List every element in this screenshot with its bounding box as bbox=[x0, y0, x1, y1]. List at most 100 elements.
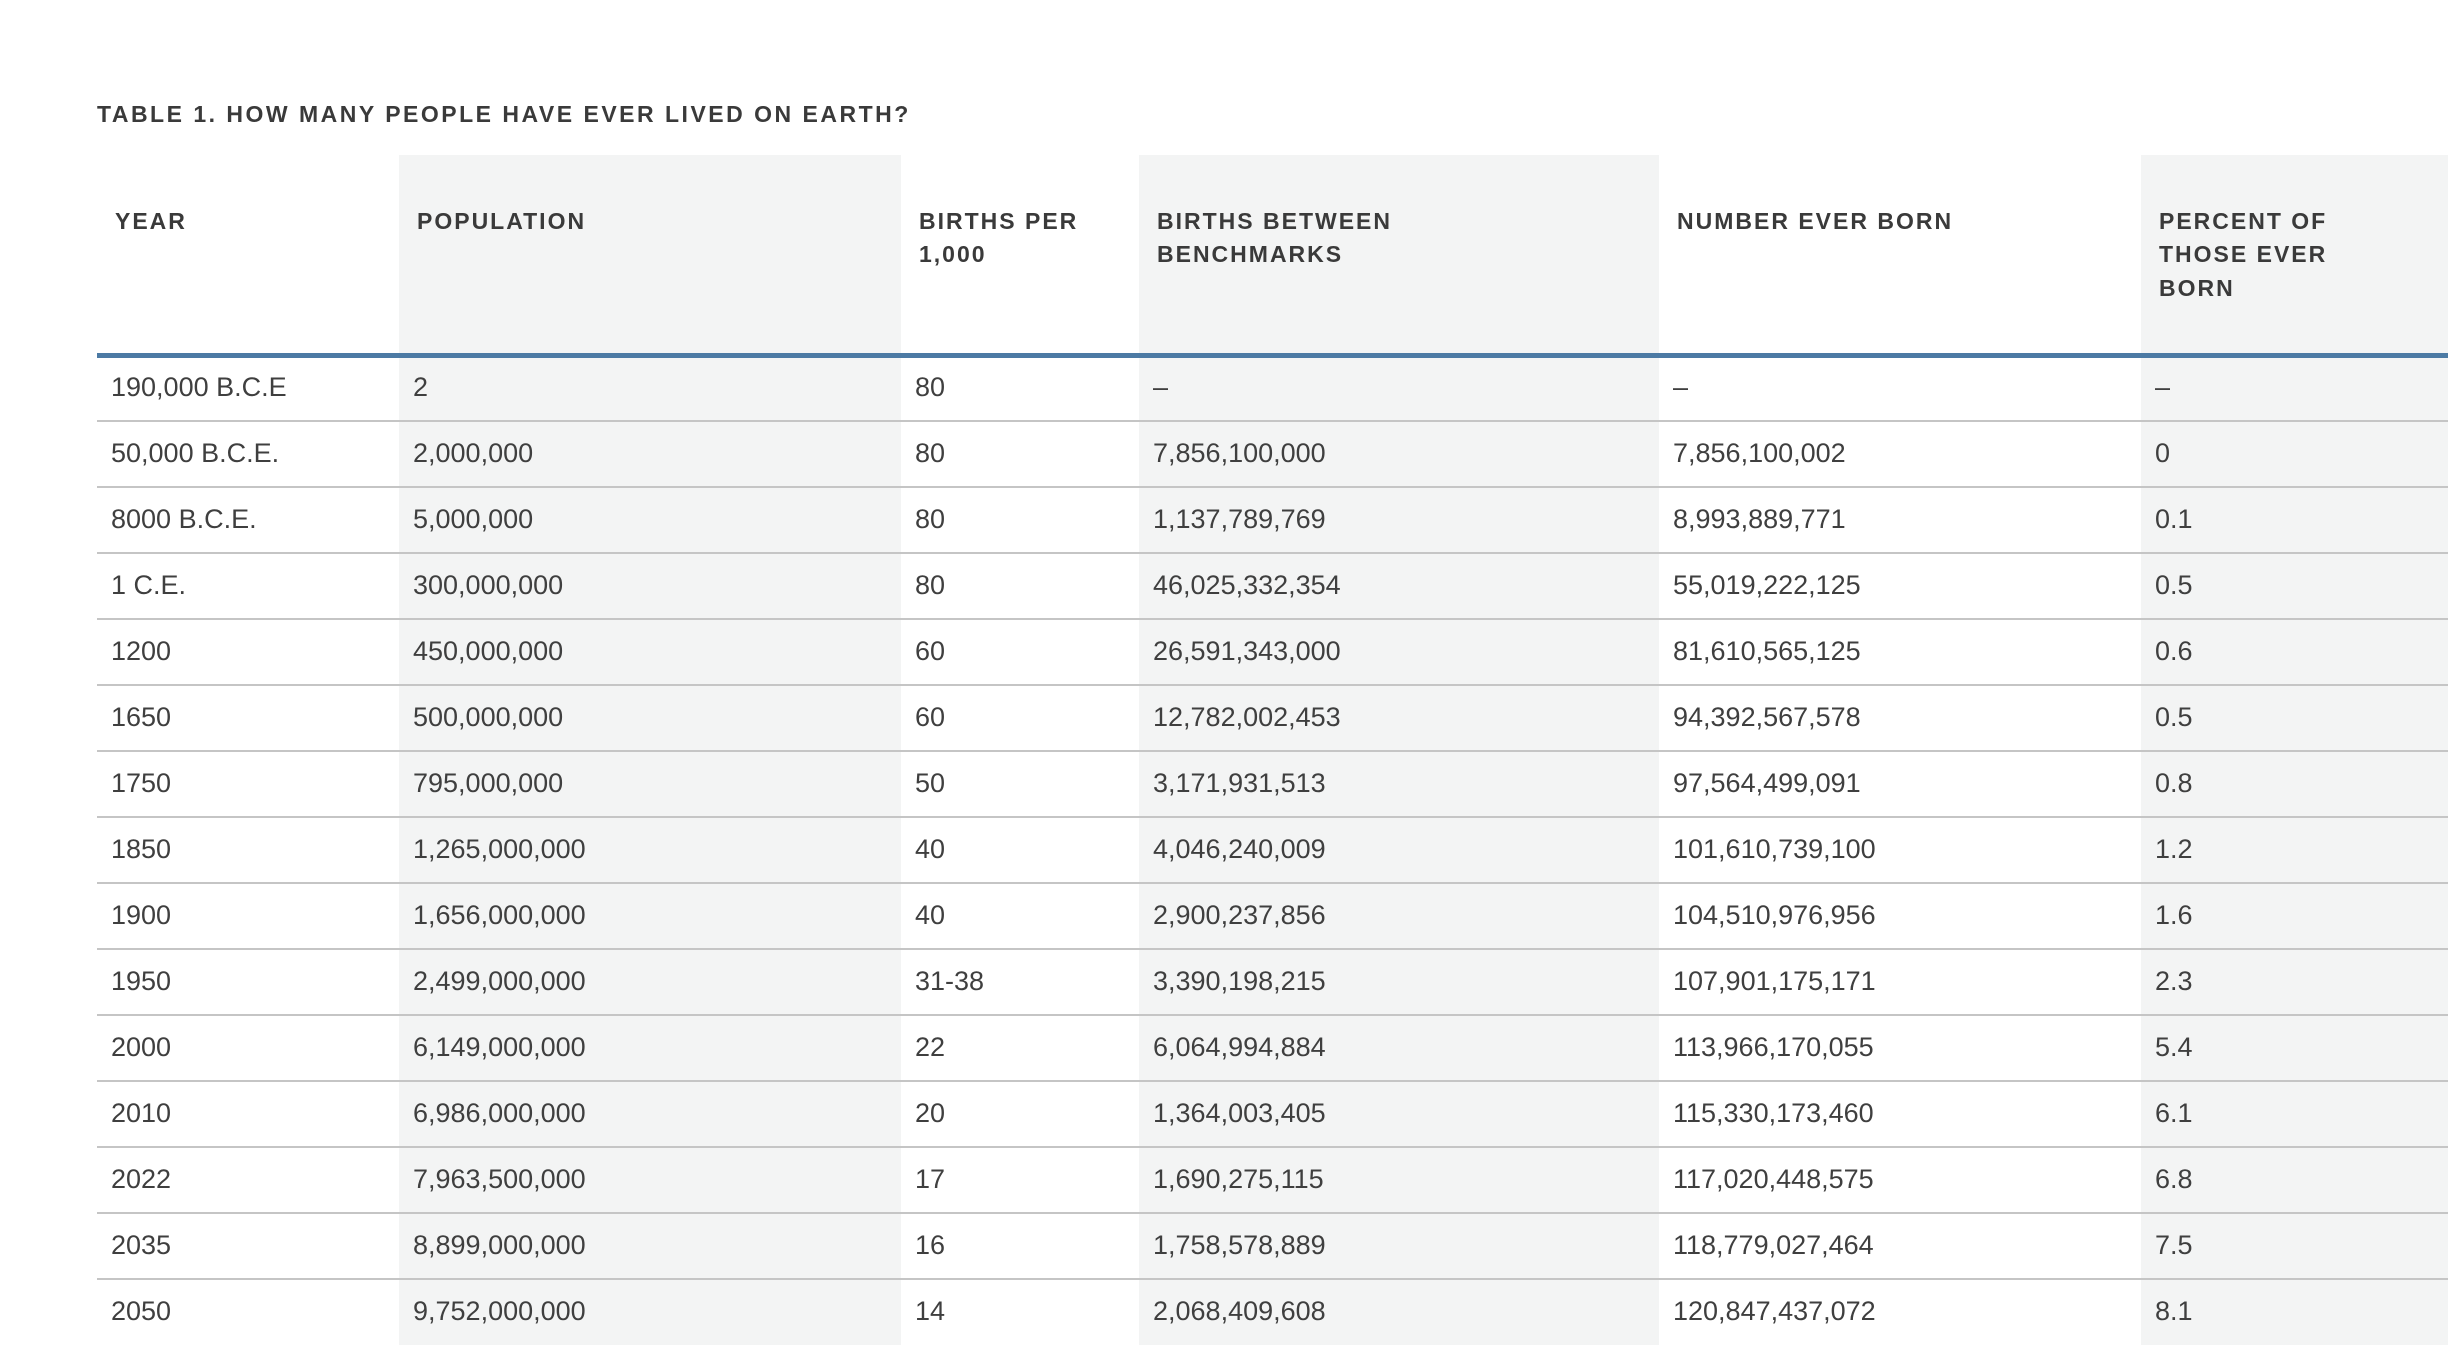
table-row: 1900 1,656,000,000 40 2,900,237,856 104,510,… bbox=[97, 882, 2448, 949]
header-row: YEAR POPULATION BIRTHS PER 1,000 BIRTHS BET… bbox=[97, 155, 2448, 358]
table-cell: 0.5 bbox=[2141, 552, 2448, 619]
table-cell: 50,000 B.C.E. bbox=[97, 420, 399, 487]
table-cell: 2,900,237,856 bbox=[1139, 882, 1659, 949]
table-cell: 101,610,739,100 bbox=[1659, 816, 2141, 883]
table-cell: 6,986,000,000 bbox=[399, 1080, 901, 1147]
table-cell: 190,000 B.C.E bbox=[111, 372, 287, 403]
table-cell: 6.1 bbox=[2141, 1080, 2448, 1147]
table-row: 1200 450,000,000 60 26,591,343,000 81,610,56… bbox=[97, 618, 2448, 685]
table-row: 1650 500,000,000 60 12,782,002,453 94,392,56… bbox=[97, 684, 2448, 751]
table-cell: 6,149,000,000 bbox=[399, 1014, 901, 1081]
table-cell: 8000 B.C.E. bbox=[97, 486, 399, 553]
table-cell: 40 bbox=[901, 882, 1139, 949]
table-cell: 7,856,100,002 bbox=[1659, 420, 2141, 487]
table-row: 50,000 B.C.E. 2,000,000 80 7,856,100,000 7,8… bbox=[97, 420, 2448, 487]
table-cell: 14 bbox=[901, 1278, 1139, 1345]
table-cell: 2.3 bbox=[2141, 948, 2448, 1015]
table-header: YEAR POPULATION BIRTHS PER 1,000 BIRTHS BET… bbox=[97, 155, 2448, 358]
table-row: 2022 7,963,500,000 17 1,690,275,115 117,020,… bbox=[97, 1146, 2448, 1213]
table-cell: 97,564,499,091 bbox=[1659, 750, 2141, 817]
column-header-number-ever-born: NUMBER EVER BORN bbox=[1659, 155, 2141, 358]
table-cell: 31-38 bbox=[901, 948, 1139, 1015]
table-cell: 3,171,931,513 bbox=[1139, 750, 1659, 817]
table-cell: 2010 bbox=[97, 1080, 399, 1147]
table-cell: 1750 bbox=[97, 750, 399, 817]
table-cell: 50 bbox=[901, 750, 1139, 817]
table-cell: 107,901,175,171 bbox=[1659, 948, 2141, 1015]
table-cell: 80 bbox=[901, 420, 1139, 487]
table-cell: 118,779,027,464 bbox=[1659, 1212, 2141, 1279]
table-cell: 40 bbox=[901, 816, 1139, 883]
table-cell: 80 bbox=[901, 552, 1139, 619]
table-row: 2010 6,986,000,000 20 1,364,003,405 115,330,… bbox=[97, 1080, 2448, 1147]
table-cell: 2,068,409,608 bbox=[1139, 1278, 1659, 1345]
table-cell: 795,000,000 bbox=[399, 750, 901, 817]
table-cell: 0 bbox=[2141, 420, 2448, 487]
table-cell: 0.8 bbox=[2141, 750, 2448, 817]
table-cell: 5,000,000 bbox=[399, 486, 901, 553]
table-cell: 60 bbox=[901, 618, 1139, 685]
table-row: 1 C.E. 300,000,000 80 46,025,332,354 55,019,… bbox=[97, 552, 2448, 619]
table-row: 1950 2,499,000,000 31-38 3,390,198,215 107,9… bbox=[97, 948, 2448, 1015]
table-cell: 2,499,000,000 bbox=[399, 948, 901, 1015]
table-cell: 300,000,000 bbox=[399, 552, 901, 619]
table-body: 190,000 B.C.E 2 80– – –50,000 B.C.E. 2,000,00… bbox=[97, 355, 2448, 1345]
table-row: 190,000 B.C.E 2 80– – – bbox=[97, 355, 2448, 421]
table-cell: 113,966,170,055 bbox=[1659, 1014, 2141, 1081]
column-header-population: POPULATION bbox=[399, 155, 901, 358]
table-cell: 1,137,789,769 bbox=[1139, 486, 1659, 553]
table-cell: 1,265,000,000 bbox=[399, 816, 901, 883]
table-cell: 0.1 bbox=[2141, 486, 2448, 553]
table-cell: 1,656,000,000 bbox=[399, 882, 901, 949]
table-cell: 450,000,000 bbox=[399, 618, 901, 685]
column-header-year: YEAR bbox=[97, 155, 399, 358]
table-cell: 1 C.E. bbox=[97, 552, 399, 619]
column-header-percent-of-those-ever-born: PERCENT OF THOSE EVER BORN bbox=[2141, 155, 2448, 358]
table-cell: 104,510,976,956 bbox=[1659, 882, 2141, 949]
table-cell: 2,000,000 bbox=[399, 420, 901, 487]
table-cell: 8,899,000,000 bbox=[399, 1212, 901, 1279]
table-cell: 22 bbox=[901, 1014, 1139, 1081]
table-row: 2035 8,899,000,000 16 1,758,578,889 118,779,… bbox=[97, 1212, 2448, 1279]
table-cell: – bbox=[1139, 355, 1659, 421]
table-cell: 9,752,000,000 bbox=[399, 1278, 901, 1345]
table-cell: 115,330,173,460 bbox=[1659, 1080, 2141, 1147]
table-cell: 2000 bbox=[97, 1014, 399, 1081]
table-row: 2050 9,752,000,000 14 2,068,409,608 120,847,… bbox=[97, 1278, 2448, 1345]
table-cell: 1,758,578,889 bbox=[1139, 1212, 1659, 1279]
table-cell: 94,392,567,578 bbox=[1659, 684, 2141, 751]
table-cell: 16 bbox=[901, 1212, 1139, 1279]
table-cell: 80 bbox=[915, 372, 946, 403]
table-cell: 117,020,448,575 bbox=[1659, 1146, 2141, 1213]
table-cell: 7.5 bbox=[2141, 1212, 2448, 1279]
table-title: TABLE 1. HOW MANY PEOPLE HAVE EVER LIVED… bbox=[97, 101, 911, 127]
table-cell: 55,019,222,125 bbox=[1659, 552, 2141, 619]
table-cell: 1950 bbox=[97, 948, 399, 1015]
table-cell: 8,993,889,771 bbox=[1659, 486, 2141, 553]
table-cell: 6.8 bbox=[2141, 1146, 2448, 1213]
table-cell: 1.6 bbox=[2141, 882, 2448, 949]
table-cell: 7,856,100,000 bbox=[1139, 420, 1659, 487]
table-cell: – bbox=[2141, 355, 2448, 421]
table-cell: 7,963,500,000 bbox=[399, 1146, 901, 1213]
table-cell: 0.6 bbox=[2141, 618, 2448, 685]
column-header-births-between-benchmarks: BIRTHS BETWEEN BENCHMARKS bbox=[1139, 155, 1659, 358]
table-cell: 1,690,275,115 bbox=[1139, 1146, 1659, 1213]
table-row: 1850 1,265,000,000 40 4,046,240,009 101,610,… bbox=[97, 816, 2448, 883]
table-cell: 120,847,437,072 bbox=[1659, 1278, 2141, 1345]
table-cell: 5.4 bbox=[2141, 1014, 2448, 1081]
table-cell: 8.1 bbox=[2141, 1278, 2448, 1345]
table-cell: 1,364,003,405 bbox=[1139, 1080, 1659, 1147]
table-cell: 2050 bbox=[97, 1278, 399, 1345]
table-cell: 1850 bbox=[97, 816, 399, 883]
table-row: 8000 B.C.E. 5,000,000 80 1,137,789,769 8,993… bbox=[97, 486, 2448, 553]
table-cell: 4,046,240,009 bbox=[1139, 816, 1659, 883]
table-cell: 0.5 bbox=[2141, 684, 2448, 751]
table-cell: 1200 bbox=[97, 618, 399, 685]
table-cell: 6,064,994,884 bbox=[1139, 1014, 1659, 1081]
table-cell: 2022 bbox=[97, 1146, 399, 1213]
table-cell: – bbox=[1673, 372, 1689, 403]
table-row: 2000 6,149,000,000 22 6,064,994,884 113,966,… bbox=[97, 1014, 2448, 1081]
page-container: TABLE 1. HOW MANY PEOPLE HAVE EVER LIVED… bbox=[97, 0, 2448, 1345]
table-cell: 80 bbox=[901, 486, 1139, 553]
